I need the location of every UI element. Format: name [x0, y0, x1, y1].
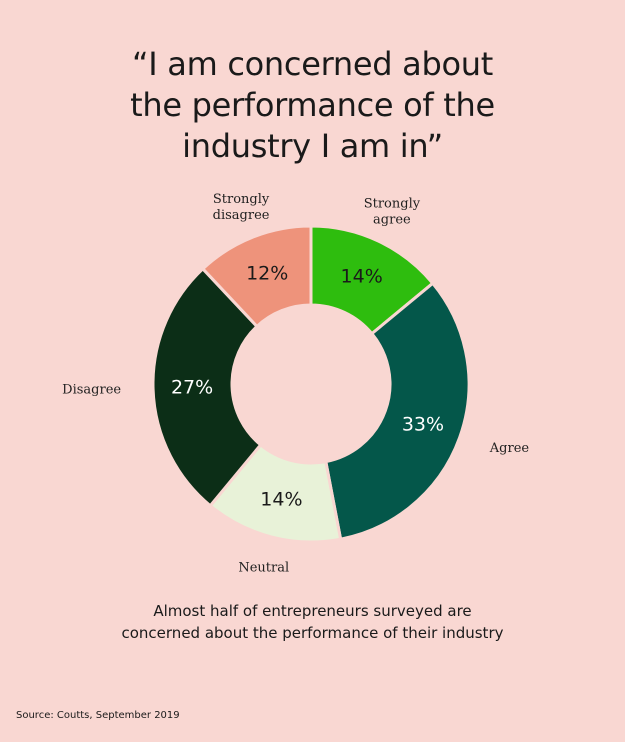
title-line: “I am concerned about	[132, 45, 493, 83]
slice-value-label: 14%	[260, 488, 302, 510]
slice-value-label: 33%	[402, 413, 444, 435]
caption-line: Almost half of entrepreneurs surveyed ar…	[153, 602, 472, 620]
slice-category-label: Disagree	[62, 382, 121, 397]
caption-line: concerned about the performance of their…	[121, 624, 504, 642]
donut-slice	[151, 266, 263, 508]
chart-caption: Almost half of entrepreneurs surveyed ar…	[0, 600, 625, 644]
slice-category-label: Strongly	[364, 197, 421, 212]
slice-category-label: agree	[373, 213, 411, 228]
slice-category-label: Strongly	[213, 192, 270, 207]
slice-value-label: 12%	[246, 262, 288, 284]
title-line: industry I am in”	[182, 127, 443, 165]
source-note: Source: Coutts, September 2019	[16, 710, 180, 721]
title-line: the performance of the	[130, 86, 495, 124]
slice-value-label: 27%	[171, 377, 213, 399]
chart-title: “I am concerned about the performance of…	[0, 44, 625, 167]
slice-category-label: Neutral	[238, 561, 289, 576]
slice-category-label: Agree	[489, 441, 530, 456]
donut-slice	[200, 224, 313, 329]
slice-value-label: 14%	[341, 265, 383, 287]
slice-category-label: disagree	[213, 208, 270, 223]
donut-chart: 14%Stronglyagree33%Agree14%Neutral27%Dis…	[62, 192, 530, 576]
donut-slice	[324, 281, 471, 541]
